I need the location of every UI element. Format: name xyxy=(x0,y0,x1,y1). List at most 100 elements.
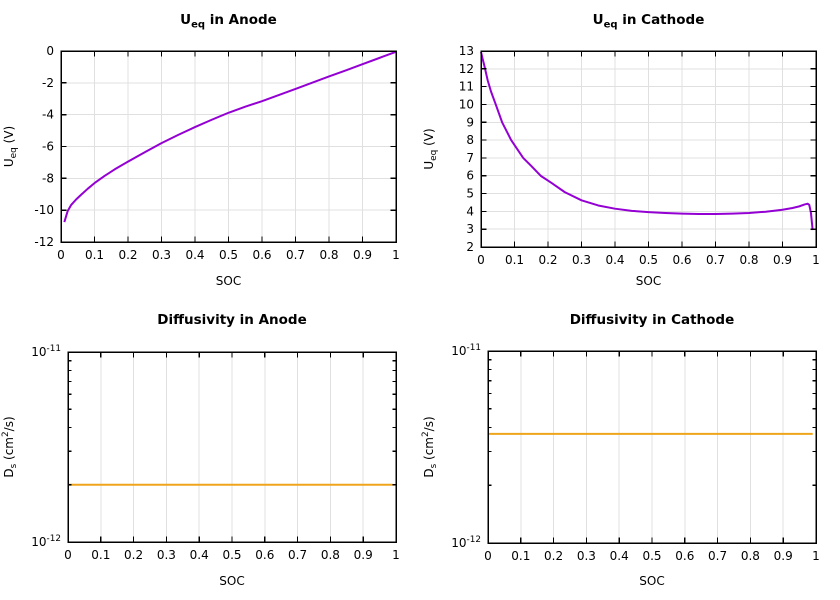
svg-text:1: 1 xyxy=(392,248,400,262)
svg-text:10-11: 10-11 xyxy=(451,343,481,358)
svg-text:0: 0 xyxy=(477,253,485,267)
svg-text:0.8: 0.8 xyxy=(321,548,340,562)
svg-text:0.8: 0.8 xyxy=(739,253,758,267)
chart-title: Ueq in Cathode xyxy=(593,12,705,31)
svg-text:10-12: 10-12 xyxy=(31,534,61,549)
svg-text:0.3: 0.3 xyxy=(577,549,596,563)
chart-ds-anode: 0 0.1 0.2 0.3 0.4 0.5 0.6 0.7 0.8 0.9 1 10-11 10-12 D… xyxy=(1,312,400,588)
svg-text:10-11: 10-11 xyxy=(31,344,61,359)
svg-text:0: 0 xyxy=(484,549,492,563)
y-axis-label: Ds (cm2/s) xyxy=(421,416,439,477)
y-tick-labels: 10-11 10-12 xyxy=(451,343,481,550)
axis-ticks xyxy=(67,351,397,543)
grid-lines xyxy=(481,51,816,247)
svg-text:0.4: 0.4 xyxy=(190,548,209,562)
svg-text:0.1: 0.1 xyxy=(85,248,104,262)
x-tick-labels: 0 0.1 0.2 0.3 0.4 0.5 0.6 0.7 0.8 0.9 1 xyxy=(484,549,820,563)
series-line-ueq-anode xyxy=(63,50,397,223)
svg-text:0.6: 0.6 xyxy=(255,548,274,562)
x-tick-labels: 0 0.1 0.2 0.3 0.4 0.5 0.6 0.7 0.8 0.9 1 xyxy=(477,253,820,267)
svg-text:0.1: 0.1 xyxy=(91,548,110,562)
svg-text:0.9: 0.9 xyxy=(774,549,793,563)
svg-text:13: 13 xyxy=(459,44,474,58)
y-axis-label: Ueq (V) xyxy=(2,126,19,167)
svg-text:0: 0 xyxy=(46,44,54,58)
svg-text:0.2: 0.2 xyxy=(538,253,557,267)
axis-ticks xyxy=(60,50,397,243)
svg-text:0.3: 0.3 xyxy=(152,248,171,262)
chart-ueq-anode: 0 0.1 0.2 0.3 0.4 0.5 0.6 0.7 0.8 0.9 1 0 -2 -4 -6 -8 -1… xyxy=(2,12,400,288)
svg-text:0.1: 0.1 xyxy=(505,253,524,267)
svg-text:1: 1 xyxy=(392,548,400,562)
svg-text:2: 2 xyxy=(466,240,474,254)
svg-text:0.7: 0.7 xyxy=(288,548,307,562)
svg-text:-8: -8 xyxy=(42,171,54,185)
svg-text:-10: -10 xyxy=(34,203,54,217)
svg-text:0.2: 0.2 xyxy=(118,248,137,262)
svg-text:-4: -4 xyxy=(42,108,54,122)
svg-text:1: 1 xyxy=(812,253,820,267)
svg-text:0.2: 0.2 xyxy=(544,549,563,563)
svg-text:-12: -12 xyxy=(34,235,54,249)
subplot-ds-cathode-cell: 0 0.1 0.2 0.3 0.4 0.5 0.6 0.7 0.8 0.9 1 10-11 10-12 D… xyxy=(420,300,840,600)
x-tick-labels: 0 0.1 0.2 0.3 0.4 0.5 0.6 0.7 0.8 0.9 1 xyxy=(57,248,400,262)
svg-text:1: 1 xyxy=(812,549,820,563)
subplot-ds-anode-cell: 0 0.1 0.2 0.3 0.4 0.5 0.6 0.7 0.8 0.9 1 10-11 10-12 D… xyxy=(0,300,420,600)
svg-text:-2: -2 xyxy=(42,76,54,90)
svg-text:0.5: 0.5 xyxy=(639,253,658,267)
grid-lines xyxy=(100,352,364,542)
svg-text:0.7: 0.7 xyxy=(706,253,725,267)
y-axis-label: Ds (cm2/s) xyxy=(1,416,19,477)
svg-text:0: 0 xyxy=(64,548,72,562)
svg-text:0.9: 0.9 xyxy=(353,248,372,262)
svg-text:0.3: 0.3 xyxy=(572,253,591,267)
series-line-ueq-cathode xyxy=(480,51,814,231)
grid-lines xyxy=(520,351,784,543)
svg-text:7: 7 xyxy=(466,151,474,165)
svg-text:0.4: 0.4 xyxy=(605,253,624,267)
x-axis-label: SOC xyxy=(219,574,244,588)
y-tick-labels: 13 12 11 10 9 8 7 6 5 4 3 2 xyxy=(459,44,474,254)
svg-text:0.5: 0.5 xyxy=(219,248,238,262)
svg-text:0.1: 0.1 xyxy=(511,549,530,563)
svg-text:0.9: 0.9 xyxy=(773,253,792,267)
svg-text:10-12: 10-12 xyxy=(451,535,481,550)
svg-text:0.2: 0.2 xyxy=(124,548,143,562)
x-axis-label: SOC xyxy=(216,274,241,288)
axis-ticks xyxy=(480,50,817,248)
svg-text:8: 8 xyxy=(466,133,474,147)
x-tick-labels: 0 0.1 0.2 0.3 0.4 0.5 0.6 0.7 0.8 0.9 1 xyxy=(64,548,400,562)
svg-text:0.6: 0.6 xyxy=(672,253,691,267)
svg-text:3: 3 xyxy=(466,222,474,236)
subplot-ueq-anode-cell: 0 0.1 0.2 0.3 0.4 0.5 0.6 0.7 0.8 0.9 1 0 -2 -4 -6 -8 -1… xyxy=(0,0,420,300)
x-axis-label: SOC xyxy=(639,574,664,588)
svg-text:0: 0 xyxy=(57,248,65,262)
svg-text:10: 10 xyxy=(459,97,474,111)
svg-text:0.5: 0.5 xyxy=(222,548,241,562)
chart-ds-cathode: 0 0.1 0.2 0.3 0.4 0.5 0.6 0.7 0.8 0.9 1 10-11 10-12 D… xyxy=(421,312,820,588)
svg-text:0.8: 0.8 xyxy=(319,248,338,262)
svg-text:0.3: 0.3 xyxy=(157,548,176,562)
svg-text:9: 9 xyxy=(466,115,474,129)
svg-text:5: 5 xyxy=(466,187,474,201)
y-tick-labels: 0 -2 -4 -6 -8 -10 -12 xyxy=(34,44,54,249)
subplot-ueq-cathode-cell: 0 0.1 0.2 0.3 0.4 0.5 0.6 0.7 0.8 0.9 1 13 12 11 10 9 8 7… xyxy=(420,0,840,300)
chart-title: Ueq in Anode xyxy=(180,12,277,31)
svg-text:0.4: 0.4 xyxy=(185,248,204,262)
axis-ticks xyxy=(487,350,817,544)
svg-text:0.5: 0.5 xyxy=(642,549,661,563)
svg-text:6: 6 xyxy=(466,169,474,183)
svg-text:11: 11 xyxy=(459,80,474,94)
chart-ueq-cathode: 0 0.1 0.2 0.3 0.4 0.5 0.6 0.7 0.8 0.9 1 13 12 11 10 9 8 7… xyxy=(422,12,820,288)
x-axis-label: SOC xyxy=(636,274,661,288)
grid-lines xyxy=(61,51,396,242)
y-tick-labels: 10-11 10-12 xyxy=(31,344,61,549)
svg-text:0.4: 0.4 xyxy=(610,549,629,563)
chart-title: Diffusivity in Cathode xyxy=(570,312,735,328)
svg-text:0.6: 0.6 xyxy=(675,549,694,563)
svg-text:-6: -6 xyxy=(42,140,54,154)
svg-text:0.9: 0.9 xyxy=(354,548,373,562)
svg-text:0.6: 0.6 xyxy=(252,248,271,262)
svg-text:0.7: 0.7 xyxy=(708,549,727,563)
